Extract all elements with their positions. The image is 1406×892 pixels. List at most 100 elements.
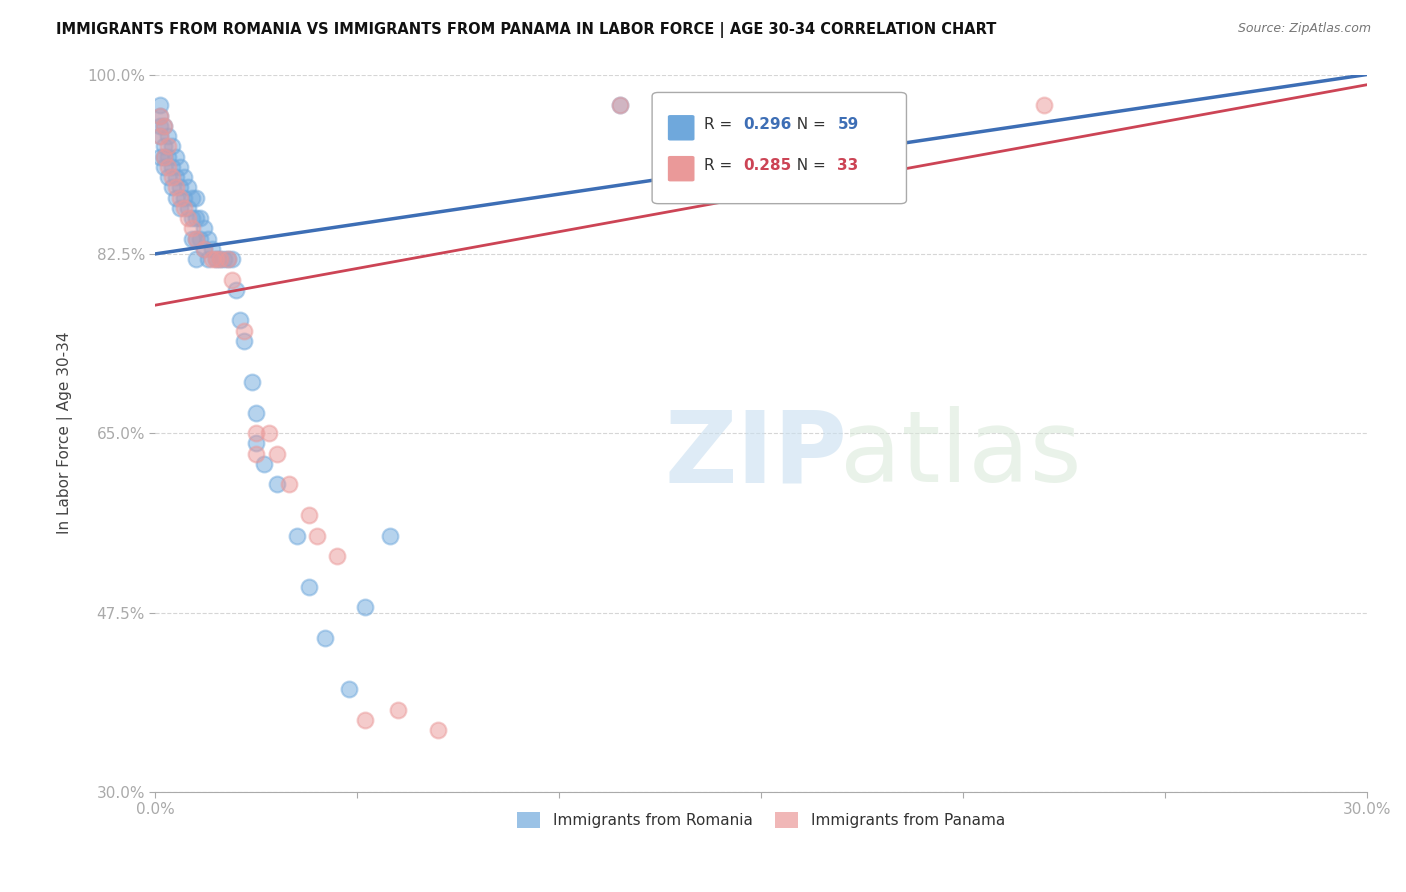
- Point: [212, 252, 235, 266]
- Point: [193, 221, 215, 235]
- Point: [160, 169, 183, 184]
- Point: [156, 128, 179, 143]
- Point: [165, 169, 187, 184]
- Point: [180, 221, 202, 235]
- Point: [326, 549, 349, 564]
- Y-axis label: In Labor Force | Age 30-34: In Labor Force | Age 30-34: [58, 332, 73, 534]
- Point: [229, 313, 252, 327]
- Point: [148, 128, 170, 143]
- Point: [209, 252, 232, 266]
- Point: [205, 252, 228, 266]
- Point: [148, 109, 170, 123]
- Text: atlas: atlas: [839, 406, 1081, 503]
- Text: N =: N =: [786, 117, 830, 132]
- Point: [314, 631, 336, 645]
- Point: [165, 149, 187, 163]
- Point: [160, 160, 183, 174]
- Point: [266, 477, 288, 491]
- Point: [180, 190, 202, 204]
- Point: [201, 242, 224, 256]
- Point: [609, 98, 631, 112]
- Point: [233, 334, 256, 348]
- Text: 59: 59: [838, 117, 859, 132]
- Point: [188, 231, 211, 245]
- Point: [266, 447, 288, 461]
- Point: [173, 201, 195, 215]
- Point: [193, 242, 215, 256]
- Point: [152, 149, 174, 163]
- Text: 0.296: 0.296: [742, 117, 792, 132]
- Point: [169, 201, 191, 215]
- Point: [156, 160, 179, 174]
- Text: R =: R =: [704, 117, 737, 132]
- Point: [152, 119, 174, 133]
- Point: [188, 211, 211, 225]
- Legend: Immigrants from Romania, Immigrants from Panama: Immigrants from Romania, Immigrants from…: [512, 806, 1011, 835]
- Point: [305, 529, 328, 543]
- Point: [148, 109, 170, 123]
- Point: [245, 406, 267, 420]
- Point: [184, 231, 207, 245]
- Point: [197, 252, 219, 266]
- Point: [233, 324, 256, 338]
- Point: [184, 211, 207, 225]
- Point: [387, 703, 409, 717]
- Point: [257, 426, 280, 441]
- Point: [160, 180, 183, 194]
- Point: [152, 119, 174, 133]
- Point: [277, 477, 299, 491]
- Point: [197, 231, 219, 245]
- Point: [165, 190, 187, 204]
- Point: [165, 180, 187, 194]
- Point: [609, 98, 631, 112]
- Point: [298, 580, 321, 594]
- Point: [205, 252, 228, 266]
- Point: [354, 713, 377, 727]
- Point: [156, 169, 179, 184]
- Point: [180, 211, 202, 225]
- Point: [169, 180, 191, 194]
- Point: [253, 457, 276, 471]
- Point: [209, 252, 232, 266]
- Point: [169, 160, 191, 174]
- Point: [298, 508, 321, 523]
- Point: [160, 139, 183, 153]
- Point: [378, 529, 401, 543]
- Text: Source: ZipAtlas.com: Source: ZipAtlas.com: [1237, 22, 1371, 36]
- Point: [148, 149, 170, 163]
- Point: [156, 139, 179, 153]
- Point: [152, 149, 174, 163]
- Point: [354, 600, 377, 615]
- Point: [148, 119, 170, 133]
- Point: [245, 436, 267, 450]
- Point: [180, 231, 202, 245]
- FancyBboxPatch shape: [668, 115, 695, 141]
- Point: [245, 426, 267, 441]
- Point: [184, 231, 207, 245]
- Point: [152, 139, 174, 153]
- Point: [337, 682, 360, 697]
- Point: [169, 190, 191, 204]
- Point: [184, 190, 207, 204]
- Point: [1032, 98, 1054, 112]
- Point: [177, 180, 200, 194]
- Point: [285, 529, 308, 543]
- Point: [217, 252, 239, 266]
- Point: [245, 447, 267, 461]
- Text: N =: N =: [786, 158, 830, 173]
- Point: [225, 283, 247, 297]
- Point: [242, 375, 264, 389]
- Point: [193, 242, 215, 256]
- Text: 33: 33: [838, 158, 859, 173]
- Text: ZIP: ZIP: [664, 406, 846, 503]
- Text: 0.285: 0.285: [742, 158, 792, 173]
- Point: [201, 252, 224, 266]
- Text: R =: R =: [704, 158, 737, 173]
- Point: [221, 252, 243, 266]
- Point: [156, 149, 179, 163]
- Point: [427, 723, 450, 738]
- Text: IMMIGRANTS FROM ROMANIA VS IMMIGRANTS FROM PANAMA IN LABOR FORCE | AGE 30-34 COR: IMMIGRANTS FROM ROMANIA VS IMMIGRANTS FR…: [56, 22, 997, 38]
- Point: [152, 160, 174, 174]
- Point: [177, 201, 200, 215]
- Point: [177, 211, 200, 225]
